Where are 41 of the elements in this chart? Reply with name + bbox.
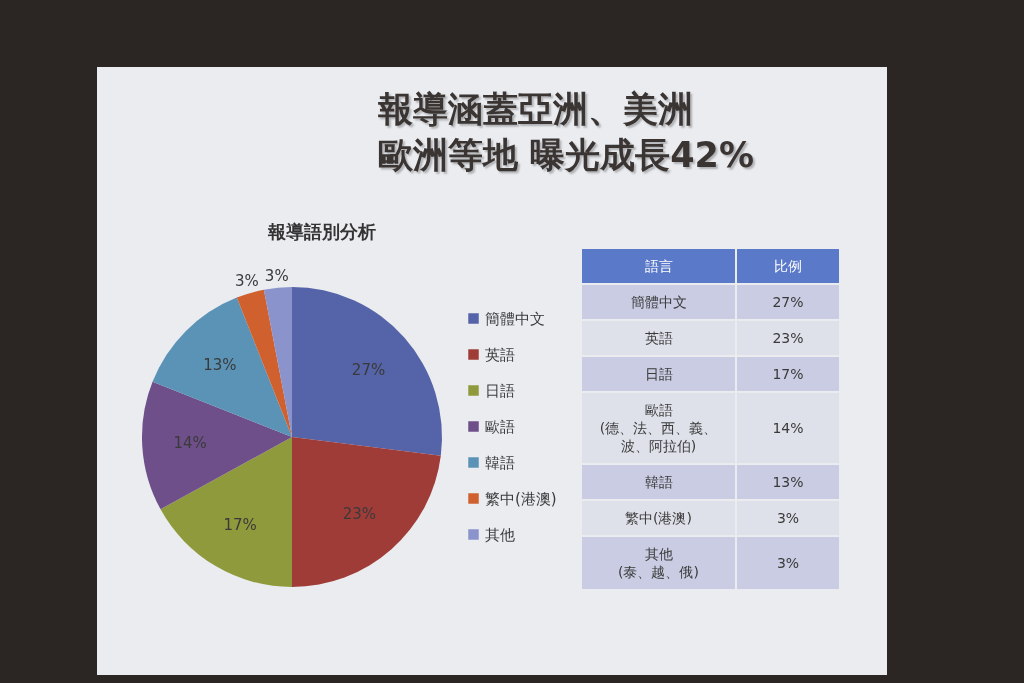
category-label: 日語 bbox=[644, 366, 673, 382]
data-label: 3% bbox=[264, 266, 289, 285]
chart-subtitle: 報導語別分析 bbox=[267, 220, 377, 244]
legend-label: 繁中(港澳) bbox=[485, 489, 557, 508]
pie-slice bbox=[263, 287, 292, 437]
text: 27% bbox=[772, 294, 804, 310]
text: 語言 bbox=[582, 249, 735, 283]
pie-slice bbox=[160, 437, 292, 587]
legend-label: 其他 bbox=[485, 525, 515, 544]
text: 3% bbox=[776, 555, 800, 571]
data-label: 14% bbox=[173, 434, 207, 453]
data-label: 23% bbox=[342, 504, 377, 523]
pie-slice bbox=[142, 381, 292, 510]
pie-slice bbox=[292, 437, 441, 587]
category-label: 其他 bbox=[644, 546, 673, 562]
pie-slice bbox=[292, 287, 442, 456]
text: 3% bbox=[776, 510, 800, 526]
data-label: 13% bbox=[203, 355, 237, 374]
category-label: 歐語 bbox=[644, 402, 673, 418]
text: (德、法、西、義、波、阿拉伯) bbox=[599, 420, 718, 454]
text: 14% bbox=[772, 420, 804, 436]
category-label: 簡體中文 bbox=[630, 294, 687, 310]
category-label: 韓語 bbox=[644, 474, 673, 490]
legend-label: 日語 bbox=[485, 381, 515, 400]
legend-label: 簡體中文 bbox=[485, 309, 545, 328]
pie-slice bbox=[236, 289, 292, 437]
data-label: 3% bbox=[234, 272, 259, 291]
chart-title: 報導涵蓋亞洲、美洲歐洲等地 曝光成長42% bbox=[378, 88, 755, 177]
text: 17% bbox=[772, 366, 804, 382]
text: (泰、越、俄) bbox=[618, 564, 699, 580]
data-label: 17% bbox=[223, 515, 257, 534]
legend-label: 韓語 bbox=[485, 453, 515, 472]
text: 23% bbox=[772, 330, 804, 346]
category-label: 繁中(港澳) bbox=[625, 510, 692, 526]
category-label: 英語 bbox=[644, 330, 673, 346]
text: 13% bbox=[772, 474, 804, 490]
pie-slice bbox=[152, 297, 292, 437]
legend-label: 英語 bbox=[485, 345, 515, 364]
legend-label: 歐語 bbox=[485, 417, 515, 436]
data-label: 27% bbox=[351, 360, 386, 379]
text: 比例 bbox=[737, 249, 839, 283]
